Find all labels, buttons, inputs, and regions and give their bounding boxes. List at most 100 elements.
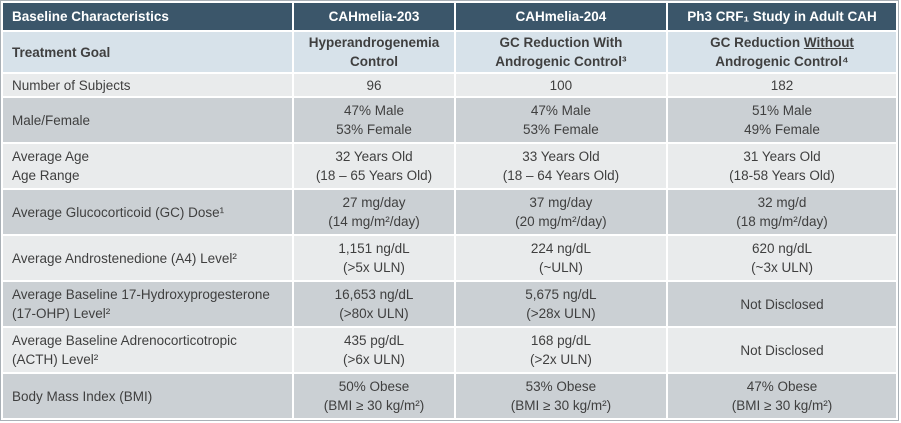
cell-line: 1,151 ng/dL xyxy=(338,240,410,256)
row-number-of-subjects: Number of Subjects 96 100 182 xyxy=(3,74,896,97)
goal-underlined-word: Without xyxy=(803,35,854,50)
label-line: Age Range xyxy=(12,168,80,184)
cell-value: GC Reduction With Androgenic Control³ xyxy=(455,32,667,73)
header-study-cahmelia-204: CAHmelia-204 xyxy=(455,3,667,30)
header-study-ph3-crf1: Ph3 CRF₁ Study in Adult CAH xyxy=(668,3,896,30)
row-treatment-goal: Treatment Goal Hyperandrogenemia Control… xyxy=(3,32,896,73)
cell-line: Androgenic Control⁴ xyxy=(715,54,849,70)
row-average-age: Average Age Age Range 32 Years Old (18 –… xyxy=(3,144,896,189)
cell-line: (>80x ULN) xyxy=(339,306,409,322)
cell-line: (18 mg/m²/day) xyxy=(736,214,828,230)
cell-line: 49% Female xyxy=(744,122,820,138)
cell-line: 620 ng/dL xyxy=(751,240,813,256)
cell-value: 100 xyxy=(455,74,667,97)
cell-value: 47% Male 53% Female xyxy=(294,98,454,143)
cell-line: Hyperandrogenemia xyxy=(308,35,440,50)
cell-line: (>5x ULN) xyxy=(343,260,405,276)
goal-prefix: GC Reduction xyxy=(710,35,804,50)
cell-line: 27 mg/day xyxy=(342,194,406,210)
cell-line: 224 ng/dL xyxy=(530,240,591,256)
cell-line: 100 xyxy=(549,77,573,93)
cell-line: 5,675 ng/dL xyxy=(525,286,597,302)
cell-line: 31 Years Old xyxy=(743,148,821,164)
row-label: Treatment Goal xyxy=(3,32,293,73)
cell-value: 37 mg/day (20 mg/m²/day) xyxy=(455,190,667,235)
cell-line: 53% Female xyxy=(523,122,599,138)
cell-line: 50% Obese xyxy=(338,378,410,394)
row-label: Male/Female xyxy=(3,98,293,143)
label-line: Average Age xyxy=(12,148,90,164)
cell-value: 32 mg/d (18 mg/m²/day) xyxy=(668,190,896,235)
cell-line: 168 pg/dL xyxy=(530,332,591,348)
cell-value: 435 pg/dL (>6x ULN) xyxy=(294,328,454,373)
cell-value: 31 Years Old (18-58 Years Old) xyxy=(668,144,896,189)
cell-value: 33 Years Old (18 – 64 Years Old) xyxy=(455,144,667,189)
cell-value: 32 Years Old (18 – 65 Years Old) xyxy=(294,144,454,189)
row-acth-level: Average Baseline Adrenocorticotropic (AC… xyxy=(3,328,896,373)
cell-line: (18 – 64 Years Old) xyxy=(502,168,620,184)
cell-line: 32 Years Old xyxy=(335,148,413,164)
cell-value: 5,675 ng/dL (>28x ULN) xyxy=(455,282,667,327)
cell-line: 435 pg/dL xyxy=(343,332,405,348)
cell-line: (18-58 Years Old) xyxy=(729,168,835,184)
row-label: Average Age Age Range xyxy=(3,144,293,189)
cell-value: Not Disclosed xyxy=(668,328,896,373)
cell-value: 47% Obese (BMI ≥ 30 kg/m²) xyxy=(668,374,896,419)
cell-line: 96 xyxy=(366,77,382,93)
cell-line: (BMI ≥ 30 kg/m²) xyxy=(323,398,425,414)
cell-value: 1,151 ng/dL (>5x ULN) xyxy=(294,236,454,281)
cell-value: GC Reduction Without Androgenic Control⁴ xyxy=(668,32,896,73)
cell-line: 33 Years Old xyxy=(522,148,600,164)
cell-line: (20 mg/m²/day) xyxy=(515,214,607,230)
cell-line: 47% Obese xyxy=(746,378,818,394)
cell-line: Control xyxy=(349,54,398,70)
row-17ohp-level: Average Baseline 17-Hydroxyprogesterone … xyxy=(3,282,896,327)
label-line: Average Baseline Adrenocorticotropic xyxy=(12,332,237,348)
cell-value: 620 ng/dL (~3x ULN) xyxy=(668,236,896,281)
row-label: Average Glucocorticoid (GC) Dose¹ xyxy=(3,190,293,235)
cell-line: 47% Male xyxy=(530,102,591,118)
label-line: (17-OHP) Level² xyxy=(12,306,111,322)
row-label: Average Androstenedione (A4) Level² xyxy=(3,236,293,281)
cell-line: 51% Male xyxy=(751,102,813,118)
cell-value: 50% Obese (BMI ≥ 30 kg/m²) xyxy=(294,374,454,419)
cell-value: 16,653 ng/dL (>80x ULN) xyxy=(294,282,454,327)
header-baseline-characteristics: Baseline Characteristics xyxy=(3,3,293,30)
cell-line: (18 – 65 Years Old) xyxy=(315,168,433,184)
cell-value: 53% Obese (BMI ≥ 30 kg/m²) xyxy=(455,374,667,419)
cell-value: 224 ng/dL (~ULN) xyxy=(455,236,667,281)
row-label: Body Mass Index (BMI) xyxy=(3,374,293,419)
label-line: (ACTH) Level² xyxy=(12,352,99,368)
cell-line: (~ULN) xyxy=(538,260,583,276)
row-a4-level: Average Androstenedione (A4) Level² 1,15… xyxy=(3,236,896,281)
row-label: Number of Subjects xyxy=(3,74,293,97)
cell-line: (BMI ≥ 30 kg/m²) xyxy=(731,398,833,414)
cell-value: 27 mg/day (14 mg/m²/day) xyxy=(294,190,454,235)
cell-line: 182 xyxy=(770,77,794,93)
row-label: Average Baseline 17-Hydroxyprogesterone … xyxy=(3,282,293,327)
cell-line: Not Disclosed xyxy=(740,342,824,358)
header-study-cahmelia-203: CAHmelia-203 xyxy=(294,3,454,30)
row-label: Average Baseline Adrenocorticotropic (AC… xyxy=(3,328,293,373)
cell-line: GC Reduction With xyxy=(499,35,623,50)
cell-line: 47% Male xyxy=(343,102,404,118)
cell-value: 47% Male 53% Female xyxy=(455,98,667,143)
cell-line: (>6x ULN) xyxy=(343,352,405,368)
cell-line: Androgenic Control³ xyxy=(495,54,627,70)
table-header-row: Baseline Characteristics CAHmelia-203 CA… xyxy=(3,3,896,30)
cell-line: 53% Female xyxy=(336,122,412,138)
cell-line: 32 mg/d xyxy=(757,194,807,210)
cell-line: (BMI ≥ 30 kg/m²) xyxy=(510,398,612,414)
cell-value: Hyperandrogenemia Control xyxy=(294,32,454,73)
row-gc-dose: Average Glucocorticoid (GC) Dose¹ 27 mg/… xyxy=(3,190,896,235)
cell-line: (>28x ULN) xyxy=(526,306,596,322)
cell-value: 96 xyxy=(294,74,454,97)
cell-line: (~3x ULN) xyxy=(751,260,813,276)
row-bmi: Body Mass Index (BMI) 50% Obese (BMI ≥ 3… xyxy=(3,374,896,419)
cell-line: 53% Obese xyxy=(525,378,597,394)
cell-line: (>2x ULN) xyxy=(529,352,592,368)
cell-value: Not Disclosed xyxy=(668,282,896,327)
row-male-female: Male/Female 47% Male 53% Female 47% Male… xyxy=(3,98,896,143)
